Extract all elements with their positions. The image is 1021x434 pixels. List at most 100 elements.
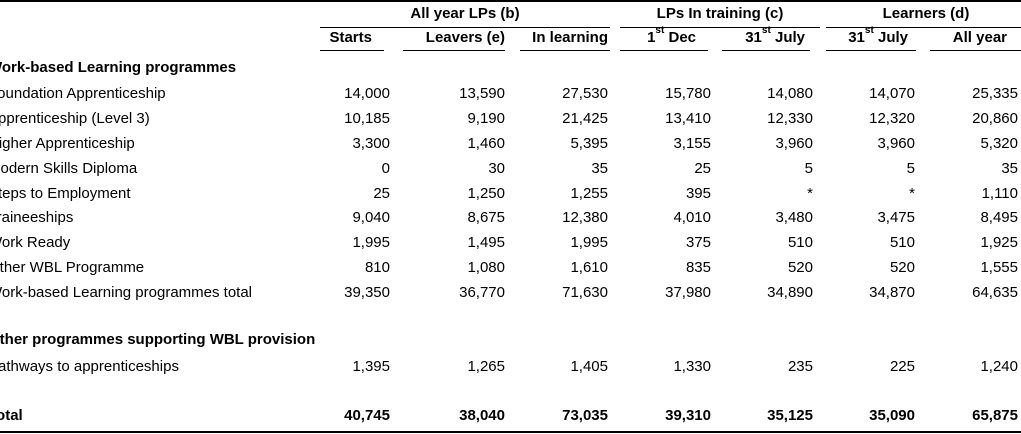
cell-value: 13,590 [459, 85, 505, 102]
cell-value: 810 [364, 259, 390, 276]
column-underline-1st-dec [620, 50, 708, 51]
cell-value: 10,185 [344, 110, 390, 127]
column-underline-31st-july-training [722, 50, 810, 51]
section-heading-wbl: Work-based Learning programmes [0, 59, 1021, 81]
cell-value: 5 [804, 160, 813, 177]
cell-value: 395 [685, 185, 711, 202]
group-header-all-year: All year LPs (b) [410, 5, 520, 22]
group-header-lps-in-training: LPs In training (c) [656, 5, 784, 22]
column-header-1st-dec: 1st Dec [647, 25, 696, 46]
cell-value: 375 [685, 234, 711, 251]
cell-value: 39,310 [665, 407, 711, 424]
column-header-31st-july-learners-month: July [873, 29, 908, 46]
cell-value: 3,960 [775, 135, 813, 152]
cell-value: 14,080 [767, 85, 813, 102]
cell-value: 35 [591, 160, 608, 177]
cell-value: 8,675 [467, 209, 505, 226]
cell-value: 1,405 [570, 358, 608, 375]
cell-value: 15,780 [665, 85, 711, 102]
cell-value: 14,000 [344, 85, 390, 102]
cell-value: 8,495 [980, 209, 1018, 226]
cell-value: 34,890 [767, 284, 813, 301]
cell-value: 1,080 [467, 259, 505, 276]
cell-value: 835 [685, 259, 711, 276]
cell-value: 1,925 [980, 234, 1018, 251]
column-header-in-learning: In learning [532, 29, 608, 46]
cell-value: 225 [889, 358, 915, 375]
cell-value: 40,745 [344, 407, 390, 424]
bottom-rule [0, 431, 1021, 433]
cell-value: 9,190 [467, 110, 505, 127]
row-label: Other WBL Programme [0, 259, 145, 276]
table-row: Traineeships 9,040 8,675 12,380 4,010 3,480 3,… [0, 209, 1021, 231]
cell-value: 1,495 [467, 234, 505, 251]
column-underline-in-learning [520, 50, 610, 51]
cell-value: 1,330 [673, 358, 711, 375]
column-header-31st-july-training: 31st July [745, 25, 805, 46]
cell-value: 520 [787, 259, 813, 276]
group-underline-all-year [320, 27, 610, 28]
row-label: Steps to Employment [0, 185, 131, 202]
cell-value: 3,480 [775, 209, 813, 226]
cell-value: 34,870 [869, 284, 915, 301]
group-header-learners: Learners (d) [882, 5, 970, 22]
cell-value: 510 [787, 234, 813, 251]
table-row: Higher Apprenticeship 3,300 1,460 5,395 3,15… [0, 135, 1021, 157]
cell-value: 1,995 [352, 234, 390, 251]
table-row: Apprenticeship (Level 3) 10,185 9,190 21,42… [0, 110, 1021, 132]
cell-value: 25,335 [972, 85, 1018, 102]
column-header-31st-july-training-suffix: st [761, 25, 771, 36]
cell-value: 73,035 [562, 407, 608, 424]
section-heading-other: Other programmes supporting WBL provisio… [0, 331, 1021, 353]
column-header-all-year: All year [952, 29, 1007, 46]
column-header-1st-dec-month: Dec [664, 29, 696, 46]
cell-value: 3,155 [673, 135, 711, 152]
cell-value: 13,410 [665, 110, 711, 127]
cell-value: 0 [381, 160, 390, 177]
cell-value: 25 [694, 160, 711, 177]
column-header-leavers: Leavers (e) [425, 29, 505, 46]
cell-value: 12,380 [562, 209, 608, 226]
column-header-starts: Starts [329, 29, 372, 46]
column-underline-31st-july-learners [826, 50, 916, 51]
cell-value: 64,635 [972, 284, 1018, 301]
column-underline-starts [320, 50, 384, 51]
top-rule [0, 0, 1021, 2]
row-label: Total [0, 407, 23, 424]
cell-value: 39,350 [344, 284, 390, 301]
cell-value: 1,110 [981, 185, 1018, 202]
cell-value: 30 [488, 160, 505, 177]
cell-value: 35,090 [869, 407, 915, 424]
cell-value: 5 [906, 160, 915, 177]
cell-value: 1,995 [570, 234, 608, 251]
section-heading-label: Other programmes supporting WBL provisio… [0, 331, 316, 348]
cell-value: 12,330 [767, 110, 813, 127]
row-label: Traineeships [0, 209, 74, 226]
cell-value: 71,630 [562, 284, 608, 301]
cell-value: 36,770 [459, 284, 505, 301]
cell-value: 1,395 [352, 358, 390, 375]
table-row: Modern Skills Diploma 0 30 35 25 5 5 35 [0, 160, 1021, 182]
cell-value: 3,300 [352, 135, 390, 152]
row-label: Work-based Learning programmes total [0, 284, 253, 301]
cell-value: 9,040 [352, 209, 390, 226]
cell-value: 1,610 [570, 259, 608, 276]
cell-value: 3,960 [877, 135, 915, 152]
table-row: Work Ready 1,995 1,495 1,995 375 510 510 1,925 [0, 234, 1021, 256]
cell-value: 65,875 [972, 407, 1018, 424]
row-label: Apprenticeship (Level 3) [0, 110, 150, 127]
table-row: Pathways to apprenticeships 1,395 1,265 1,4… [0, 358, 1021, 380]
section-heading-label: Work-based Learning programmes [0, 59, 237, 76]
cell-value: 1,255 [570, 185, 608, 202]
column-underline-leavers [403, 50, 505, 51]
column-header-31st-july-learners-day: 31 [848, 29, 865, 46]
cell-value: 25 [373, 185, 390, 202]
column-underline-all-year [930, 50, 1021, 51]
subtotal-row: Work-based Learning programmes total 39,3… [0, 284, 1021, 306]
table-row: Steps to Employment 25 1,250 1,255 395 * * 1,11… [0, 185, 1021, 207]
cell-value: 14,070 [869, 85, 915, 102]
cell-value: 20,860 [972, 110, 1018, 127]
group-underline-lps-in-training [620, 27, 820, 28]
cell-value: 5,395 [570, 135, 608, 152]
cell-value: 520 [889, 259, 915, 276]
